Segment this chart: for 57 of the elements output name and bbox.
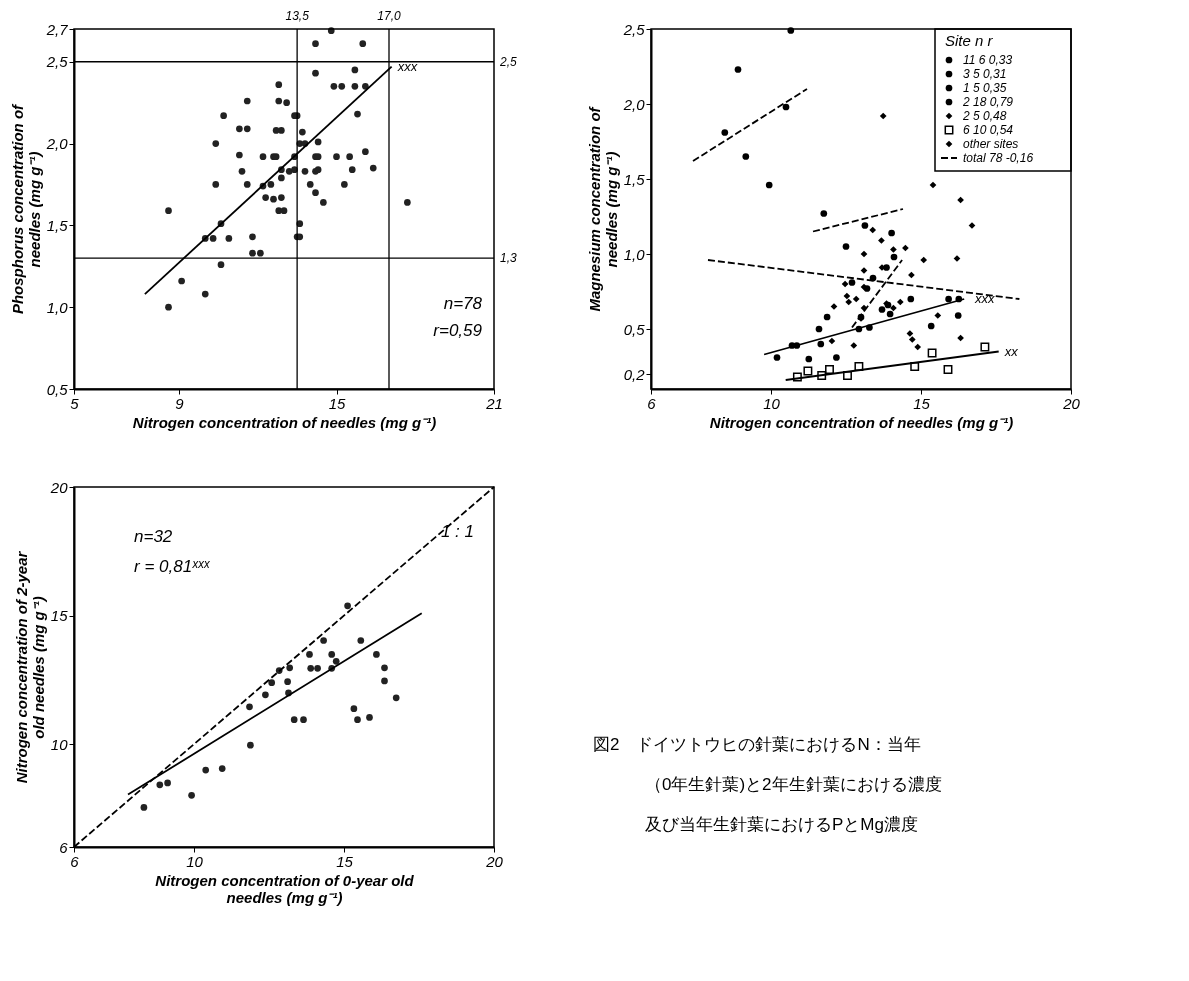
y-tick-label: 0,5 <box>623 320 646 338</box>
y-tick-label: 2,7 <box>45 20 69 38</box>
caption: 図2 ドイツトウヒの針葉におけるN：当年 <box>593 735 921 754</box>
annotation: xxx <box>396 58 418 74</box>
x-tick-label: 15 <box>336 852 354 870</box>
x-tick-label: 21 <box>485 394 503 412</box>
x-tick-label: 9 <box>175 394 185 412</box>
y-tick-label: 0,2 <box>623 365 646 383</box>
legend-label: total 78 -0,16 <box>963 151 1034 165</box>
y-tick-label: 2,0 <box>622 95 646 113</box>
x-tick-label: 5 <box>70 394 80 412</box>
x-tick-label: 6 <box>647 394 657 412</box>
x-axis-title: Nitrogen concentration of 0-year old needles (mg g⁻¹) <box>155 871 415 906</box>
annotation: r=0,59 <box>433 321 483 340</box>
y-tick-label: 1,5 <box>46 216 69 234</box>
y-tick-label: 1,5 <box>623 170 646 188</box>
ref-line-label: 17,0 <box>377 9 401 23</box>
legend-title: Site n r <box>945 32 994 49</box>
y-tick-label: 15 <box>50 607 69 625</box>
x-tick-label: 10 <box>763 394 781 412</box>
legend-label: 2 18 0,79 <box>962 95 1014 109</box>
legend-label: 6 10 0,54 <box>963 123 1014 137</box>
x-tick-label: 15 <box>328 394 346 412</box>
legend-label: 11 6 0,33 <box>963 53 1013 67</box>
x-tick-label: 10 <box>186 852 204 870</box>
y-tick-label: 2,5 <box>45 53 69 71</box>
annotation: n=78 <box>443 294 483 313</box>
ref-line-label: 1,3 <box>500 251 518 266</box>
y-tick-label: 10 <box>50 735 69 753</box>
y-axis-title: Phosphorus concentration of needles (mg g⁻¹) <box>8 102 43 315</box>
text: 及び当年生針葉におけるPとMg濃度 <box>645 815 918 834</box>
x-tick-label: 6 <box>70 852 80 870</box>
y-tick-label: 2,0 <box>45 135 69 153</box>
y-tick-label: 2,5 <box>622 20 646 38</box>
y-tick-label: 1,0 <box>46 298 69 316</box>
x-tick-label: 15 <box>913 394 931 412</box>
ref-line-label: 2,5 <box>499 54 518 69</box>
y-tick-label: 6 <box>59 838 69 856</box>
y-tick-label: 0,5 <box>46 380 69 398</box>
annotation: n=32 <box>134 527 173 546</box>
legend-label: 1 5 0,35 <box>963 81 1007 95</box>
legend-label: other sites <box>963 137 1019 151</box>
y-axis-title: Magnesium concentration of needles (mg g⁻¹) <box>585 105 620 312</box>
y-axis-title: Nitrogen concentration of 2-year old needles (mg g⁻¹) <box>12 550 47 784</box>
x-tick-label: 20 <box>485 852 504 870</box>
x-axis-title: Nitrogen concentration of needles (mg g⁻¹) <box>709 413 1014 431</box>
annotation: xx <box>1003 343 1019 359</box>
annotation: r = 0,81ˣˣˣ <box>134 557 211 576</box>
ref-line-label: 13,5 <box>285 9 310 23</box>
legend-label: 3 5 0,31 <box>963 67 1007 81</box>
text: （0年生針葉)と2年生針葉における濃度 <box>645 775 942 794</box>
y-tick-label: 1,0 <box>623 245 646 263</box>
x-axis-title: Nitrogen concentration of needles (mg g⁻¹) <box>132 413 437 431</box>
legend-label: 2 5 0,48 <box>962 109 1007 123</box>
y-tick-label: 20 <box>49 478 69 496</box>
x-tick-label: 20 <box>1062 394 1081 412</box>
annotation: xxx <box>974 291 995 306</box>
